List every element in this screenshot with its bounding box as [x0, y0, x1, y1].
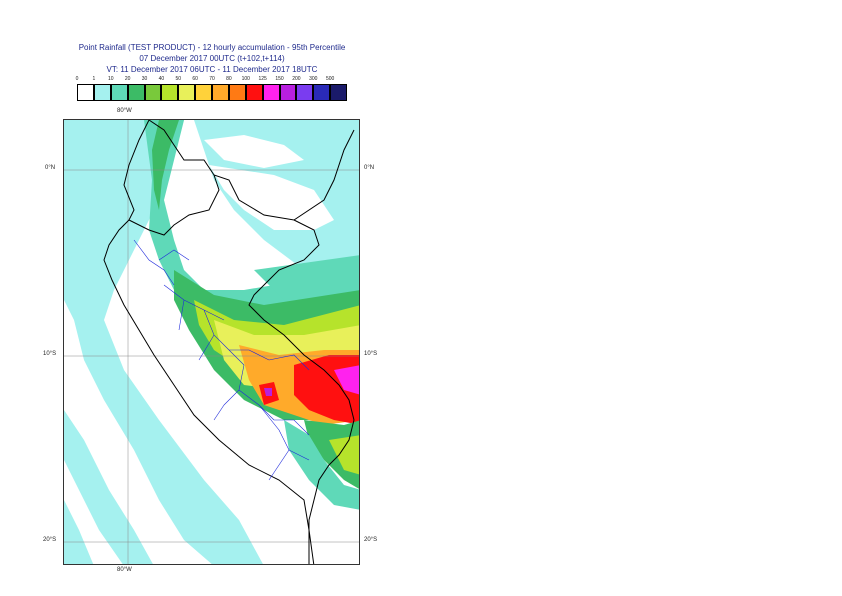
lat-label-left-20s: 20°S [43, 537, 57, 543]
south-lime [329, 435, 359, 475]
legend-label: 70 [209, 76, 215, 82]
lat-label-left-0: 0°N [45, 165, 56, 171]
legend-label: 0 [75, 76, 79, 82]
map-title-line3: VT: 11 December 2017 06UTC - 11 December… [106, 65, 318, 74]
border-colombia-ecuador [148, 120, 355, 221]
legend-swatch [330, 84, 347, 101]
legend-swatch [93, 84, 111, 101]
lat-label-left-10s: 10°S [43, 351, 57, 357]
legend-label: 125 [258, 76, 267, 82]
legend-swatch [212, 84, 229, 101]
legend-swatch [178, 84, 196, 101]
map-title-line1: Point Rainfall (TEST PRODUCT) - 12 hourl… [78, 43, 346, 52]
sea-rain-far [64, 500, 94, 564]
border-peru-ecuador [128, 174, 220, 236]
legend-label: 1 [92, 76, 96, 82]
legend-swatch [262, 84, 280, 101]
sea-rain-band [64, 120, 263, 564]
lon-label-bottom: 80°W [117, 567, 132, 573]
south-green [304, 420, 359, 489]
legend-swatch [245, 84, 263, 101]
legend-label: 500 [325, 76, 335, 82]
legend-label: 200 [292, 76, 301, 82]
legend-swatch [161, 84, 179, 101]
legend-swatch [279, 84, 297, 101]
legend-swatch [144, 84, 162, 101]
central-magenta [334, 365, 359, 395]
coastline [103, 120, 315, 564]
legend-label: 300 [309, 76, 318, 82]
map-panel [63, 119, 360, 565]
legend-swatch [195, 84, 212, 101]
legend-label: 40 [158, 76, 165, 82]
lat-label-right-0: 0°N [364, 165, 375, 171]
legend-swatch [296, 84, 314, 101]
legend-label: 100 [241, 76, 250, 82]
legend-swatch [313, 84, 331, 101]
andes-green [152, 120, 179, 210]
legend-label: 20 [124, 76, 131, 82]
legend-label: 60 [192, 76, 198, 82]
lat-label-right-10s: 10°S [364, 351, 378, 357]
legend-label: 150 [275, 76, 284, 82]
ne-white-2 [204, 135, 304, 168]
sea-rain-west [64, 410, 153, 564]
magenta-spot [264, 388, 272, 396]
border-peru-brazil [248, 219, 355, 421]
region-borders [133, 239, 310, 481]
legend-swatch [77, 84, 94, 101]
legend-swatch [110, 84, 128, 101]
lon-label-top: 80°W [117, 108, 132, 114]
border-peru-bolivia [308, 419, 355, 564]
rainfall-map [64, 120, 359, 564]
map-title-line2: 07 December 2017 00UTC (t+102,t+114) [139, 54, 285, 63]
legend-swatch [228, 84, 246, 101]
legend-label: 10 [107, 76, 114, 82]
legend-label: 80 [226, 76, 232, 82]
lat-label-right-20s: 20°S [364, 537, 378, 543]
legend-label: 30 [141, 76, 148, 82]
legend-swatch [127, 84, 145, 101]
legend-label: 50 [175, 76, 182, 82]
south-teal [284, 420, 359, 510]
